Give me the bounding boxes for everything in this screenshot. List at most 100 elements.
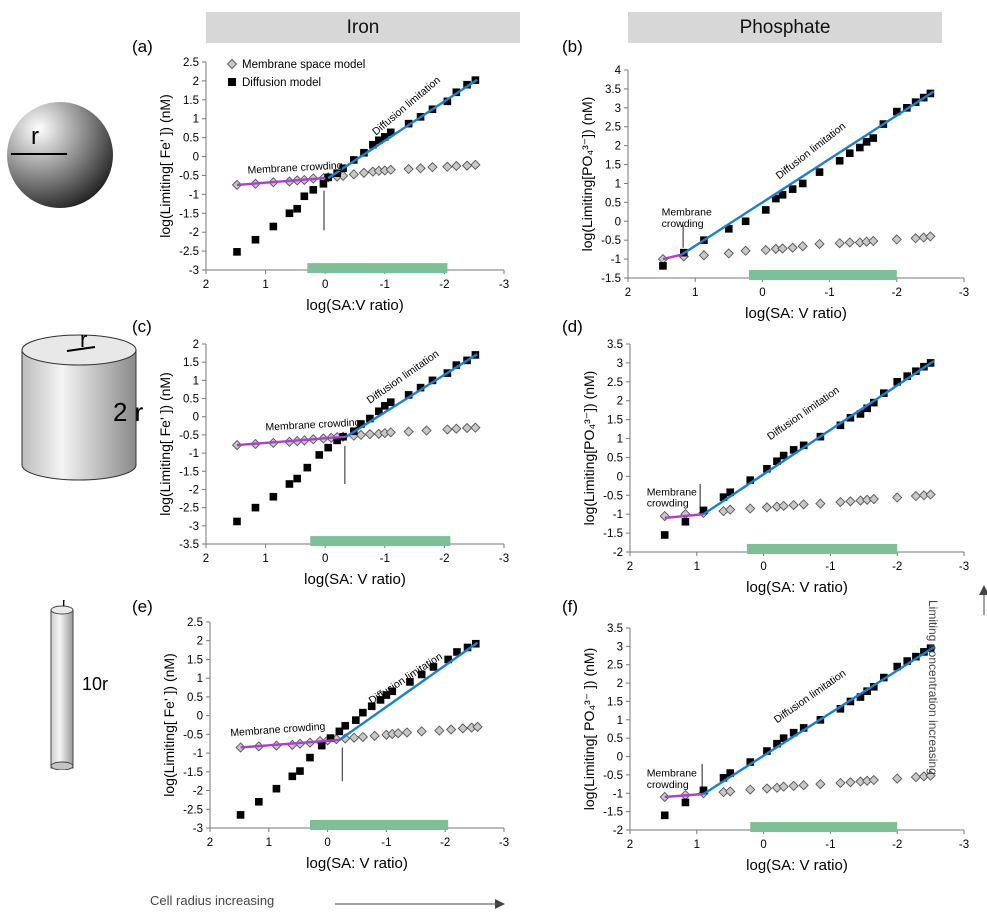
- membrane-model-point: [451, 160, 462, 172]
- cylinder-shape: r 2 r: [21, 327, 144, 481]
- membrane-model-point: [348, 732, 360, 743]
- y-tick-label: 3: [617, 358, 623, 370]
- diffusion-model-point: [367, 702, 376, 711]
- y-tick-label: 1.5: [607, 696, 623, 708]
- x-tick-label: -3: [959, 839, 969, 851]
- y-tick-label: -0.5: [603, 770, 623, 782]
- membrane-model-point: [461, 160, 473, 171]
- x-tick-label: 1: [694, 839, 700, 851]
- membrane-model-point: [231, 439, 243, 451]
- y-tick-label: 1.5: [187, 654, 203, 666]
- diffusion-model-point: [251, 503, 260, 512]
- y-tick-label: -2: [193, 786, 203, 798]
- diffusion-model-point: [388, 687, 397, 696]
- diffusion-model-point: [444, 655, 452, 664]
- diffusion-model-point: [880, 673, 888, 682]
- chart-panel-a: (a) -3 -2.5 -2 -1.5 -1 -0.5 0 0.5 1 1.5 2 2.5 2 1 0 -1 -2…: [132, 37, 509, 314]
- column-header-iron: Iron: [206, 12, 520, 43]
- diffusion-model-point: [375, 407, 383, 416]
- membrane-model-point: [868, 774, 879, 786]
- membrane-model-point: [777, 243, 788, 254]
- diffusion-model-point: [903, 372, 912, 380]
- membrane-fit-line: [236, 435, 347, 447]
- membrane-model-point: [472, 721, 483, 733]
- diffusion-model-point: [406, 678, 414, 686]
- diffusion-model-point: [912, 652, 920, 661]
- diffusion-model-point: [317, 741, 326, 750]
- diffusion-model-point: [376, 696, 385, 704]
- y-axis-label: log(Limiting[PO₄³⁻]) (nM): [579, 97, 595, 252]
- x-tick-label: -1: [825, 561, 835, 573]
- diffusion-model-point: [893, 107, 901, 116]
- diffusion-model-point: [660, 531, 669, 539]
- membrane-model-point: [416, 726, 427, 737]
- membrane-fit-line: [240, 738, 340, 749]
- membrane-model-point: [403, 163, 414, 175]
- x-tick-label: -3: [499, 553, 509, 565]
- diffusion-model-point: [681, 798, 690, 807]
- diffusion-model-point: [272, 784, 281, 793]
- diffusion-model-point: [778, 191, 787, 199]
- diffusion-fit-line: [702, 360, 935, 516]
- diffusion-model-point: [856, 143, 864, 152]
- x-tick-label: 2: [627, 839, 633, 851]
- membrane-model-point: [788, 499, 799, 511]
- y-axis-label: log(Limiting[PO₄³⁻]) (nM): [581, 371, 597, 526]
- membrane-model-point: [740, 245, 751, 256]
- diffusion-model-point: [359, 708, 367, 717]
- y-tick-label: 1: [193, 114, 199, 126]
- membrane-model-point: [461, 422, 473, 434]
- diffusion-fit-line: [338, 641, 479, 741]
- x-tick-label: 0: [760, 839, 766, 851]
- membrane-model-point: [910, 490, 922, 502]
- diffusion-model-point: [269, 222, 278, 231]
- diffusion-model-point: [815, 168, 824, 176]
- annotation-label: crowding: [662, 218, 704, 230]
- y-tick-label: 0: [193, 152, 199, 164]
- y-tick-label: 2.5: [607, 660, 623, 672]
- diffusion-model-point: [761, 206, 770, 214]
- panel-label: (d): [562, 317, 583, 336]
- diffusion-fit-line: [681, 90, 935, 256]
- diffusion-model-point: [799, 724, 808, 732]
- x-tick-label: -1: [381, 837, 391, 849]
- green-range-bar: [750, 822, 898, 833]
- x-tick-label: 0: [759, 287, 765, 299]
- rod-length-label: 10r: [82, 674, 108, 694]
- diffusion-model-point: [463, 643, 472, 652]
- x-tick-label: 1: [266, 837, 272, 849]
- membrane-model-point: [725, 786, 736, 797]
- y-tick-label: 1: [617, 715, 623, 727]
- diffusion-model-point: [788, 185, 797, 193]
- y-tick-label: 1: [197, 673, 203, 685]
- diffusion-model-point: [920, 648, 928, 656]
- diffusion-model-point: [382, 691, 391, 699]
- x-axis-label: log(SA:V ratio): [306, 297, 404, 314]
- membrane-model-point: [815, 778, 826, 790]
- membrane-model-point: [787, 242, 798, 253]
- x-tick-label: 0: [324, 837, 330, 849]
- diffusion-model-point: [303, 463, 312, 472]
- x-tick-label: -1: [824, 287, 834, 299]
- diffusion-model-point: [288, 772, 297, 781]
- x-tick-label: 1: [692, 287, 698, 299]
- y-axis-label: log(Limiting[ Fe' ]) (nM): [157, 372, 173, 515]
- x-tick-label: 0: [322, 553, 328, 565]
- y-tick-label: -2: [613, 547, 623, 559]
- y-axis-label: log(Limiting[ Fe' ]) (nM): [161, 653, 177, 796]
- diffusion-model-point: [789, 728, 798, 737]
- sphere-radius-label: r: [31, 123, 39, 150]
- diffusion-model-point: [779, 734, 788, 742]
- diffusion-model-point: [326, 734, 335, 742]
- x-tick-label: -3: [499, 837, 509, 849]
- diffusion-model-point: [699, 506, 708, 515]
- membrane-model-point: [925, 489, 936, 500]
- membrane-model-point: [892, 773, 903, 784]
- diffusion-model-point: [856, 693, 865, 701]
- diffusion-model-point: [251, 235, 260, 244]
- x-tick-label: 1: [694, 561, 700, 573]
- annotation-label: Diffusion limitation: [774, 120, 849, 182]
- annotation-label: Diffusion limitation: [367, 650, 445, 706]
- green-range-bar: [307, 263, 448, 274]
- membrane-model-point: [745, 784, 756, 795]
